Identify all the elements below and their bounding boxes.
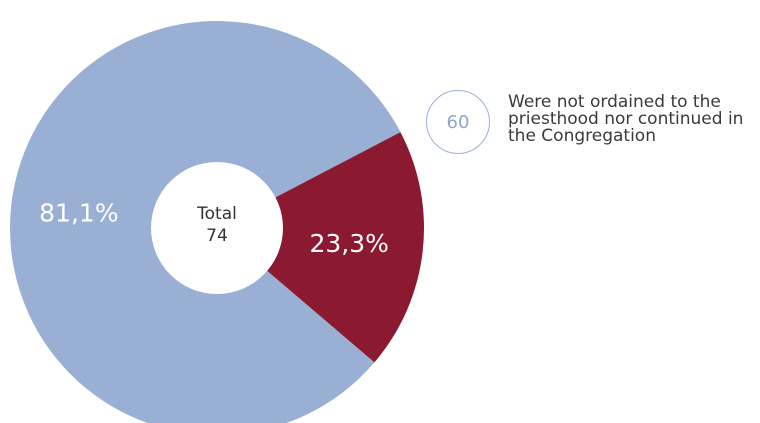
- donut-chart: Total 74 81,1% 23,3%: [10, 21, 424, 423]
- slice-label-1: 23,3%: [309, 229, 388, 258]
- labels-layer: 81,1% 23,3%: [39, 198, 389, 258]
- legend-callout: 60 Were not ordained to the priesthood n…: [426, 90, 758, 154]
- slice-label-0: 81,1%: [39, 198, 118, 227]
- center-title: Total: [196, 204, 237, 224]
- center-total: 74: [206, 226, 228, 246]
- donut-hole: [151, 162, 283, 294]
- callout-description: Were not ordained to the priesthood nor …: [508, 92, 744, 146]
- count-circle: 60: [426, 90, 490, 154]
- pie-slice-1: [217, 132, 424, 363]
- count-value: 60: [446, 111, 470, 133]
